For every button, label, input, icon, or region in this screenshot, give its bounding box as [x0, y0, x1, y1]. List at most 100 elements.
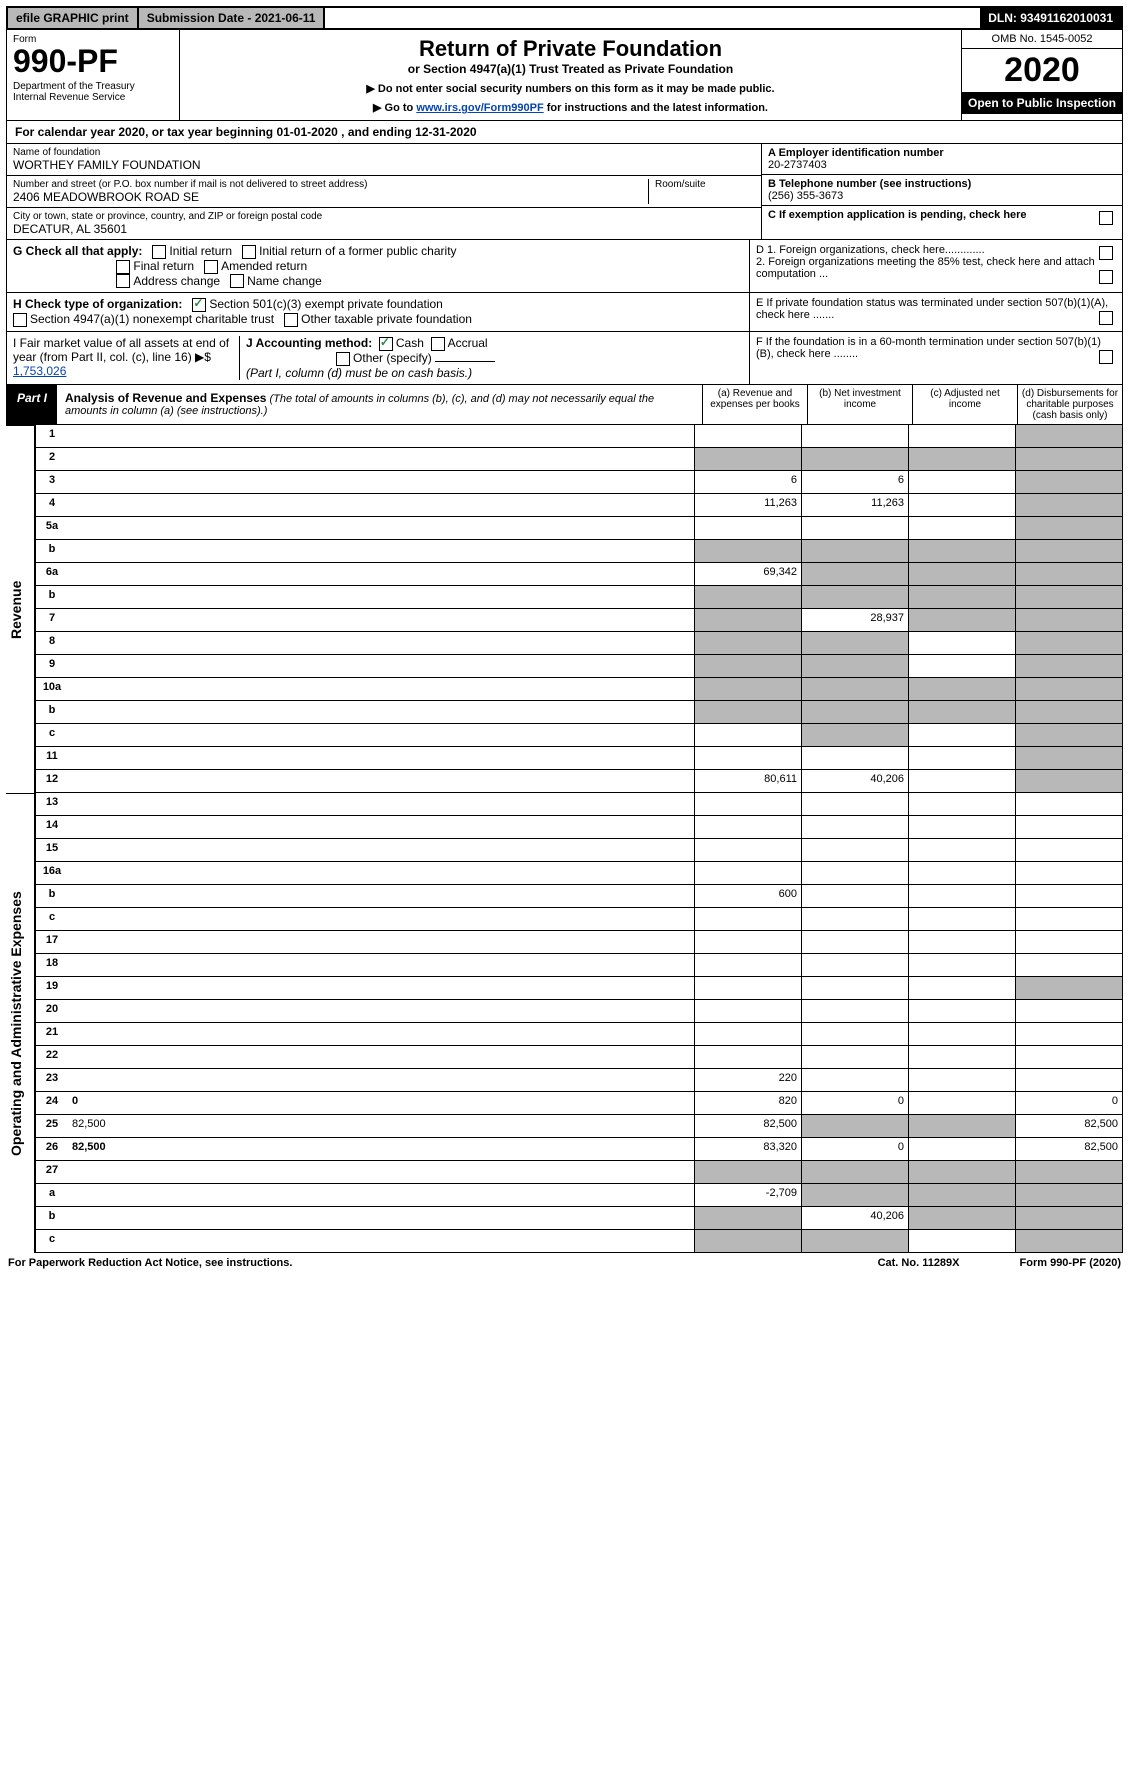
f-cb[interactable]	[1099, 350, 1113, 364]
amended-return-cb[interactable]	[204, 260, 218, 274]
line-desc	[68, 425, 694, 447]
col-b	[801, 724, 908, 746]
col-c	[908, 1138, 1015, 1160]
line-num: c	[36, 724, 68, 746]
line-desc	[68, 1161, 694, 1183]
d1-label: D 1. Foreign organizations, check here..…	[756, 244, 985, 256]
col-d	[1015, 1069, 1122, 1091]
line-b: b	[35, 586, 1123, 609]
col-a	[694, 655, 801, 677]
irs-link[interactable]: www.irs.gov/Form990PF	[416, 102, 543, 114]
col-d	[1015, 793, 1122, 815]
ij-row: I Fair market value of all assets at end…	[6, 332, 1123, 385]
cash-cb[interactable]	[379, 337, 393, 351]
accrual-cb[interactable]	[431, 337, 445, 351]
col-c	[908, 1161, 1015, 1183]
d2-cb[interactable]	[1099, 270, 1113, 284]
col-c	[908, 954, 1015, 976]
col-c	[908, 977, 1015, 999]
address-change-cb[interactable]	[116, 274, 130, 288]
city-state-zip: DECATUR, AL 35601	[13, 222, 755, 236]
col-b	[801, 1046, 908, 1068]
line-3: 366	[35, 471, 1123, 494]
initial-former-cb[interactable]	[242, 245, 256, 259]
col-b: 40,206	[801, 770, 908, 792]
line-desc: 0	[68, 1092, 694, 1114]
line-num: 9	[36, 655, 68, 677]
line-num: 13	[36, 793, 68, 815]
col-b	[801, 540, 908, 562]
col-b	[801, 701, 908, 723]
exemption-label: C If exemption application is pending, c…	[768, 209, 1027, 221]
col-a	[694, 908, 801, 930]
line-14: 14	[35, 816, 1123, 839]
line-desc	[68, 563, 694, 585]
col-c	[908, 1023, 1015, 1045]
line-num: b	[36, 885, 68, 907]
col-a: -2,709	[694, 1184, 801, 1206]
col-c	[908, 1046, 1015, 1068]
line-desc	[68, 1184, 694, 1206]
col-a: 80,611	[694, 770, 801, 792]
line-num: 12	[36, 770, 68, 792]
line-22: 22	[35, 1046, 1123, 1069]
line-6a: 6a69,342	[35, 563, 1123, 586]
col-d	[1015, 1184, 1122, 1206]
other-taxable-cb[interactable]	[284, 313, 298, 327]
line-desc	[68, 609, 694, 631]
501c3-cb[interactable]	[192, 298, 206, 312]
e-cb[interactable]	[1099, 311, 1113, 325]
col-d	[1015, 563, 1122, 585]
col-d	[1015, 517, 1122, 539]
col-a	[694, 862, 801, 884]
exemption-checkbox[interactable]	[1099, 211, 1113, 225]
line-1: 1	[35, 425, 1123, 448]
line-15: 15	[35, 839, 1123, 862]
col-d-hdr: (d) Disbursements for charitable purpose…	[1017, 385, 1122, 424]
line-c: c	[35, 724, 1123, 747]
col-d	[1015, 770, 1122, 792]
4947-cb[interactable]	[13, 313, 27, 327]
col-c	[908, 724, 1015, 746]
col-c	[908, 1000, 1015, 1022]
line-desc	[68, 862, 694, 884]
line-num: 25	[36, 1115, 68, 1137]
line-18: 18	[35, 954, 1123, 977]
line-num: 19	[36, 977, 68, 999]
col-a: 820	[694, 1092, 801, 1114]
line-desc	[68, 839, 694, 861]
initial-return-cb[interactable]	[152, 245, 166, 259]
col-a	[694, 517, 801, 539]
other-cb[interactable]	[336, 352, 350, 366]
col-a	[694, 839, 801, 861]
form-ref: Form 990-PF (2020)	[1020, 1257, 1121, 1269]
line-7: 728,937	[35, 609, 1123, 632]
col-a	[694, 632, 801, 654]
col-d	[1015, 678, 1122, 700]
col-a: 220	[694, 1069, 801, 1091]
line-num: 10a	[36, 678, 68, 700]
col-c	[908, 563, 1015, 585]
col-b	[801, 632, 908, 654]
line-17: 17	[35, 931, 1123, 954]
line-23: 23 220	[35, 1069, 1123, 1092]
line-desc	[68, 1023, 694, 1045]
line-desc	[68, 678, 694, 700]
h-label: H Check type of organization:	[13, 297, 182, 311]
line-b: b	[35, 540, 1123, 563]
dept-treasury: Department of the Treasury Internal Reve…	[13, 81, 173, 103]
omb-number: OMB No. 1545-0052	[962, 30, 1122, 49]
line-12: 12 80,61140,206	[35, 770, 1123, 793]
line-4: 411,26311,263	[35, 494, 1123, 517]
line-2: 2	[35, 448, 1123, 471]
line-desc	[68, 494, 694, 516]
fmv-link[interactable]: 1,753,026	[13, 364, 66, 378]
line-desc	[68, 770, 694, 792]
line-9: 9	[35, 655, 1123, 678]
final-return-cb[interactable]	[116, 260, 130, 274]
line-num: 23	[36, 1069, 68, 1091]
tax-year: 2020	[962, 49, 1122, 92]
d1-cb[interactable]	[1099, 246, 1113, 260]
name-change-cb[interactable]	[230, 274, 244, 288]
col-d	[1015, 862, 1122, 884]
